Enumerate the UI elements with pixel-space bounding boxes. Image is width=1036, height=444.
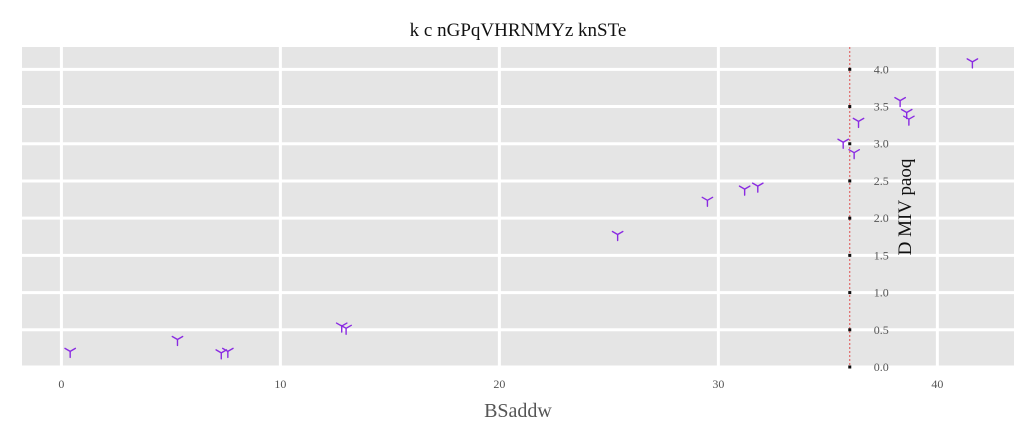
data-point	[848, 148, 861, 160]
y-tick-mark	[848, 105, 852, 109]
data-point	[221, 347, 234, 359]
chart-title: k c nGPqVHRNMYz knSTe	[410, 20, 627, 41]
data-point	[611, 230, 624, 242]
y-tick-mark	[848, 216, 852, 220]
y-tick-label: 1.5	[874, 248, 889, 262]
plot-panel	[22, 47, 1014, 367]
y-tick-mark	[848, 67, 852, 71]
data-point	[701, 196, 714, 208]
data-point	[966, 58, 979, 69]
y-tick-mark	[848, 291, 852, 295]
y-tick-label: 0.5	[874, 323, 889, 337]
x-axis: 0 10 20 30 40	[58, 377, 943, 391]
y-axis: 0.0 0.5 1.0 1.5 2.0 2.5 3.0 3.5 4.0	[848, 62, 889, 374]
y-tick-label: 2.0	[874, 211, 889, 225]
data-point	[64, 347, 77, 359]
data-point	[894, 96, 907, 108]
x-tick-label: 30	[712, 377, 724, 391]
y-tick-label: 4.0	[874, 62, 889, 76]
y-tick-label: 1.0	[874, 286, 889, 300]
x-tick-label: 10	[274, 377, 286, 391]
data-points	[64, 58, 979, 360]
x-tick-label: 40	[931, 377, 943, 391]
y-tick-label: 3.0	[874, 137, 889, 151]
y-tick-label: 2.5	[874, 174, 889, 188]
y-tick-mark	[848, 179, 852, 183]
data-point	[340, 324, 352, 336]
data-point	[751, 182, 764, 193]
y-tick-label: 0.0	[874, 360, 889, 374]
y-tick-mark	[848, 253, 852, 257]
data-point	[852, 117, 865, 129]
data-point	[837, 138, 850, 149]
y-axis-label: D MIV paoq	[895, 158, 916, 255]
data-point	[738, 185, 751, 196]
x-axis-label: BSaddw	[484, 400, 552, 422]
data-point	[171, 335, 184, 347]
y-tick-mark	[848, 365, 852, 369]
y-tick-mark	[848, 142, 852, 146]
x-tick-label: 20	[493, 377, 505, 391]
y-tick-mark	[848, 328, 852, 332]
data-point	[902, 115, 915, 126]
y-tick-label: 3.5	[874, 100, 889, 114]
x-tick-label: 0	[58, 377, 64, 391]
